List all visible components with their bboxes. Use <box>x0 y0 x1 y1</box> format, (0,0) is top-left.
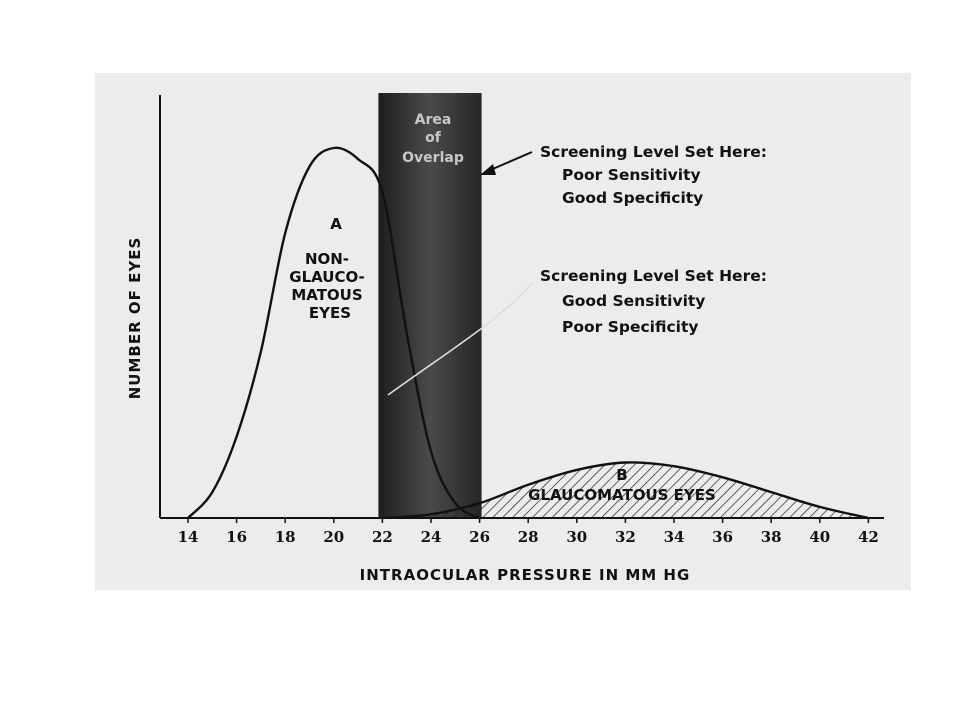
region-a-label: A NON- GLAUCO- MATOUS EYES <box>289 215 364 322</box>
x-tick-label: 28 <box>518 528 539 546</box>
x-axis-title: INTRAOCULAR PRESSURE IN MM HG <box>360 566 691 584</box>
x-tick-label: 16 <box>226 528 247 546</box>
x-tick-label: 38 <box>761 528 782 546</box>
x-tick-label: 32 <box>615 528 636 546</box>
x-tick-label: 18 <box>275 528 296 546</box>
x-tick-label: 36 <box>712 528 733 546</box>
annotation-1-arrow-line <box>487 151 533 172</box>
x-tick-label: 26 <box>469 528 490 546</box>
annotation-1-arrowhead <box>480 164 496 175</box>
annotation-poor-sensitivity: Screening Level Set Here: Poor Sensitivi… <box>480 143 767 207</box>
overlap-label-line-3: Overlap <box>402 150 464 166</box>
x-tick-label: 42 <box>858 528 879 546</box>
x-tick-label: 34 <box>664 528 685 546</box>
annotation-1-line-3: Good Specificity <box>562 189 703 207</box>
region-a-line-4: EYES <box>309 304 351 322</box>
region-a-letter: A <box>330 215 342 233</box>
annotation-1-line-2: Poor Sensitivity <box>562 166 701 184</box>
x-tick-layer: 14 16 18 20 22 24 26 28 30 32 34 36 38 40 42 <box>178 518 879 546</box>
series-1-fill <box>382 462 869 518</box>
overlap-label: Area of Overlap <box>402 112 464 166</box>
region-b-letter: B <box>616 466 627 484</box>
x-tick-label: 40 <box>809 528 830 546</box>
x-tick-label: 24 <box>421 528 442 546</box>
curve-layer <box>187 146 869 520</box>
annotation-good-sensitivity: Screening Level Set Here: Good Sensitivi… <box>387 267 767 396</box>
annotation-2-line-1: Screening Level Set Here: <box>540 267 767 285</box>
series-1-curve <box>382 461 869 520</box>
series-0-curve <box>187 146 481 520</box>
x-tick-label: 22 <box>372 528 393 546</box>
region-a-line-2: GLAUCO- <box>289 268 364 286</box>
region-a-line-3: MATOUS <box>291 286 362 304</box>
annotation-2-line-3: Poor Specificity <box>562 318 698 336</box>
region-a-line-1: NON- <box>305 250 349 268</box>
overlap-label-line-1: Area <box>415 112 452 128</box>
overlap-label-line-2: of <box>425 130 442 146</box>
annotation-2-leader-line <box>387 282 533 396</box>
region-b-text: GLAUCOMATOUS EYES <box>528 486 716 504</box>
x-tick-label: 14 <box>178 528 199 546</box>
annotation-1-line-1: Screening Level Set Here: <box>540 143 767 161</box>
region-b-label: B GLAUCOMATOUS EYES <box>528 466 716 504</box>
x-tick-label: 30 <box>566 528 587 546</box>
annotation-2-line-2: Good Sensitivity <box>562 292 705 310</box>
y-axis-title: NUMBER OF EYES <box>126 237 144 400</box>
x-tick-label: 20 <box>323 528 344 546</box>
